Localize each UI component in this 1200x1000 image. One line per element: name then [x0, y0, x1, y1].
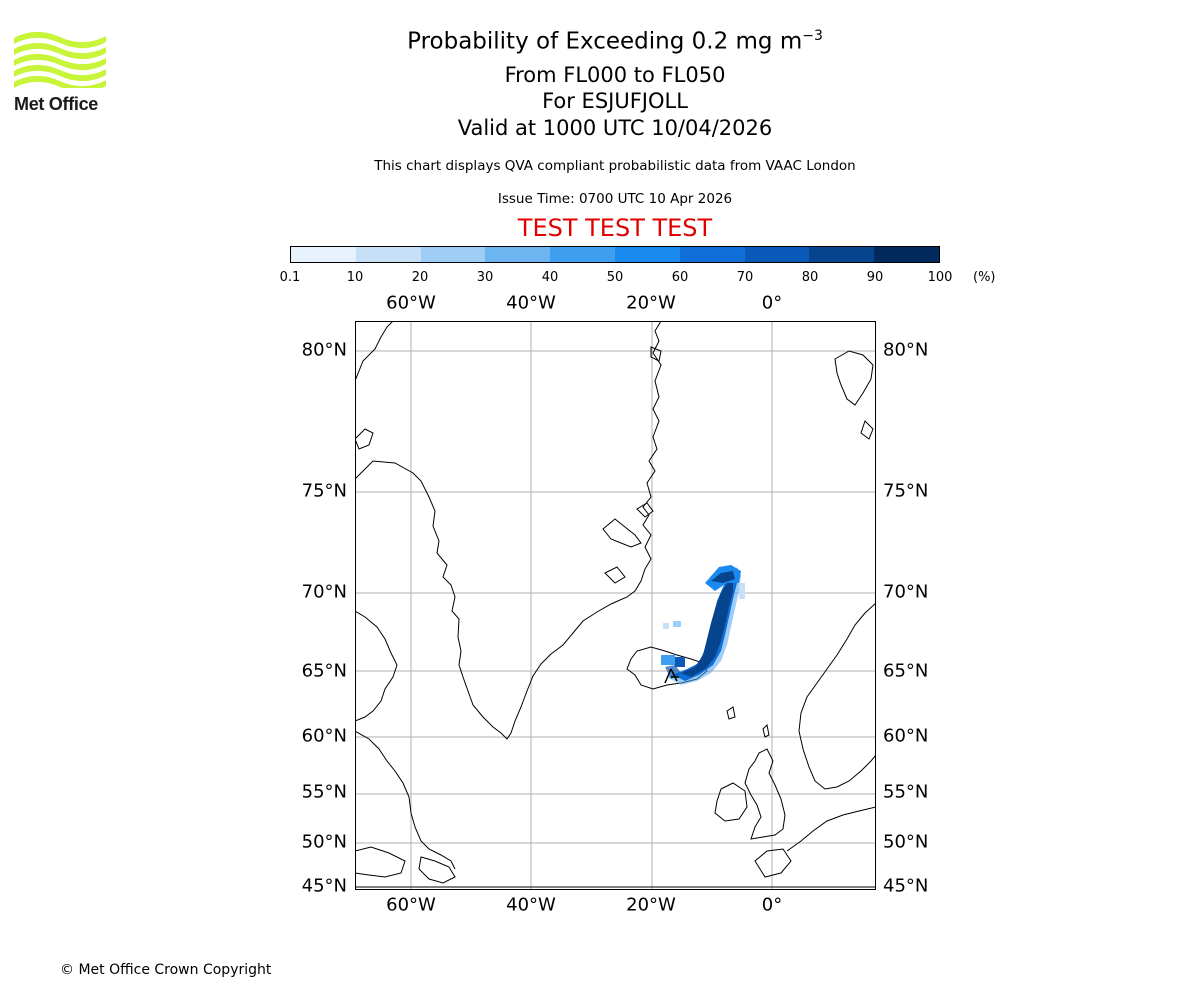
gridlines [355, 321, 876, 890]
lat-label-right: 75°N [883, 480, 929, 502]
colorbar-tick-label: 80 [801, 270, 819, 285]
lon-label-bottom: 40°W [506, 894, 556, 916]
coastlines [355, 321, 876, 888]
logo-wave [14, 64, 106, 82]
colorbar-tick-label: 90 [866, 270, 884, 285]
logo-wave [14, 42, 106, 60]
map-frame [355, 321, 876, 890]
lat-label-left: 45°N [301, 875, 347, 897]
issue-time: Issue Time: 0700 UTC 10 Apr 2026 [497, 191, 733, 207]
logo-wave [14, 53, 106, 71]
colorbar-segment [744, 247, 810, 262]
colorbar-unit: (%) [973, 270, 996, 285]
colorbar-segment [291, 247, 356, 262]
lat-label-right: 80°N [883, 339, 929, 361]
lon-label-bottom: 0° [761, 894, 783, 916]
colorbar-segment [614, 247, 680, 262]
data-note: This chart displays QVA compliant probab… [374, 158, 856, 174]
volcano-marker-icon [664, 668, 679, 684]
colorbar-tick-label: 100 [927, 270, 953, 285]
ash-probability-plume [661, 565, 745, 685]
colorbar-tick-label: 40 [541, 270, 559, 285]
ireland-coast [714, 782, 748, 822]
lon-label-top: 0° [761, 292, 783, 314]
lat-label-left: 50°N [301, 831, 347, 853]
title-text: Probability of Exceeding 0.2 mg m [407, 28, 803, 55]
lat-label-right: 50°N [883, 831, 929, 853]
colorbar-segment [355, 247, 421, 262]
colorbar-segment [809, 247, 875, 262]
location: For ESJUFJOLL [542, 89, 688, 113]
scandinavia-coast [798, 602, 876, 790]
lon-label-top: 60°W [386, 292, 436, 314]
flight-levels: From FL000 to FL050 [504, 63, 726, 87]
colorbar-segment [420, 247, 486, 262]
lat-label-right: 65°N [883, 660, 929, 682]
met-office-logo: Met Office [14, 30, 106, 115]
lat-label-right: 70°N [883, 581, 929, 603]
greenland-coast [355, 321, 662, 740]
lon-label-bottom: 20°W [626, 894, 676, 916]
colorbar-segment [679, 247, 745, 262]
lat-label-right: 60°N [883, 725, 929, 747]
lon-label-top: 20°W [626, 292, 676, 314]
colorbar [290, 246, 940, 263]
test-banner: TEST TEST TEST [517, 214, 713, 242]
colorbar-tick-label: 10 [346, 270, 364, 285]
lat-label-left: 75°N [301, 480, 347, 502]
lat-label-left: 55°N [301, 781, 347, 803]
labrador-coast [355, 610, 398, 722]
copyright: © Met Office Crown Copyright [60, 962, 272, 978]
title-exponent: −3 [802, 28, 823, 44]
lat-label-right: 55°N [883, 781, 929, 803]
colorbar-ticks: 0.1 10 20 30 40 50 60 70 80 90 100 [0, 270, 1200, 290]
lat-label-left: 80°N [301, 339, 347, 361]
colorbar-tick-label: 0.1 [279, 270, 301, 285]
lat-label-right: 45°N [883, 875, 929, 897]
colorbar-tick-label: 50 [606, 270, 624, 285]
met-office-waves-icon [14, 31, 106, 93]
colorbar-segment [550, 247, 615, 262]
lon-label-top: 40°W [506, 292, 556, 314]
lat-label-left: 65°N [301, 660, 347, 682]
lon-label-bottom: 60°W [386, 894, 436, 916]
colorbar-tick-label: 30 [476, 270, 494, 285]
colorbar-tick-label: 70 [736, 270, 754, 285]
logo-wave [14, 31, 106, 49]
colorbar-tick-label: 60 [671, 270, 689, 285]
colorbar-segment [485, 247, 551, 262]
colorbar-segment [874, 247, 939, 262]
map-panel [355, 321, 876, 890]
chart-title: Probability of Exceeding 0.2 mg m−3 [407, 28, 823, 55]
logo-text: Met Office [14, 94, 99, 114]
valid-time: Valid at 1000 UTC 10/04/2026 [457, 116, 773, 140]
lat-label-left: 70°N [301, 581, 347, 603]
colorbar-tick-label: 20 [411, 270, 429, 285]
great-britain-coast [744, 748, 786, 840]
lat-label-left: 60°N [301, 725, 347, 747]
